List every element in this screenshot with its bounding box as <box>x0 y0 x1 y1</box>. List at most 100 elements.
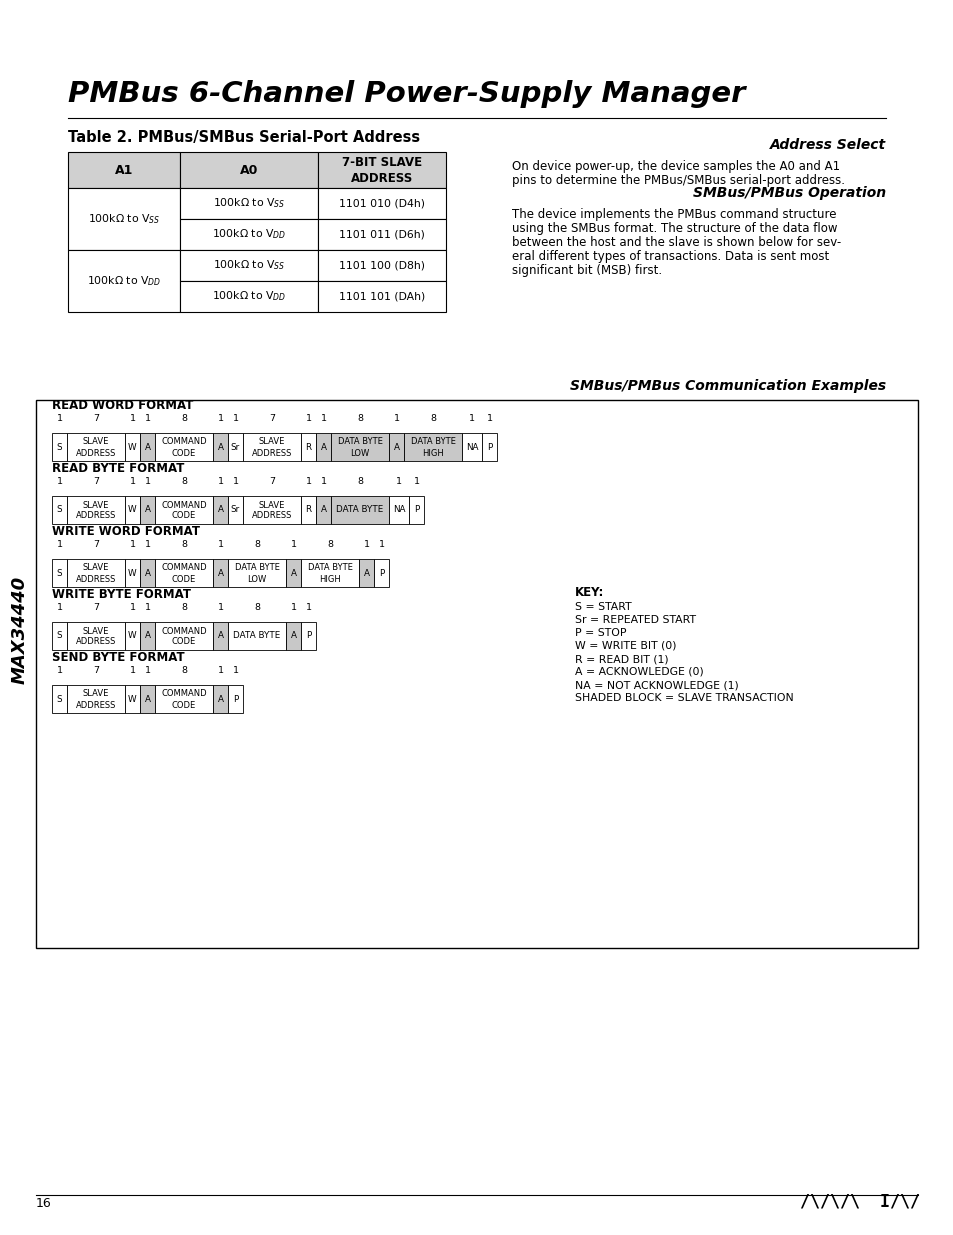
Bar <box>228 622 286 650</box>
Bar <box>389 433 403 461</box>
Text: CODE: CODE <box>172 700 196 709</box>
Bar <box>68 249 180 312</box>
Text: LOW: LOW <box>247 574 266 583</box>
Text: WRITE BYTE FORMAT: WRITE BYTE FORMAT <box>52 588 191 601</box>
Bar <box>481 433 497 461</box>
Text: 100kΩ to V$_{SS}$: 100kΩ to V$_{SS}$ <box>213 258 285 273</box>
Text: W: W <box>128 694 136 704</box>
Bar <box>67 685 125 713</box>
Text: DATA BYTE: DATA BYTE <box>337 437 382 447</box>
Text: 1101 100 (D8h): 1101 100 (D8h) <box>338 261 424 270</box>
Bar <box>67 496 125 524</box>
Bar <box>125 559 140 587</box>
Text: 1: 1 <box>130 540 135 550</box>
Text: A: A <box>144 442 151 452</box>
Text: 1: 1 <box>291 603 296 613</box>
Text: 8: 8 <box>430 414 436 424</box>
Text: 1: 1 <box>233 666 238 676</box>
Text: SLAVE: SLAVE <box>83 437 109 447</box>
Text: A: A <box>217 568 223 578</box>
Text: 8: 8 <box>253 603 260 613</box>
Text: A: A <box>217 442 223 452</box>
Text: 1: 1 <box>378 540 384 550</box>
Text: 1: 1 <box>233 414 238 424</box>
Text: 1: 1 <box>130 666 135 676</box>
Text: A: A <box>144 694 151 704</box>
Text: SLAVE: SLAVE <box>83 500 109 510</box>
Text: SLAVE: SLAVE <box>83 689 109 699</box>
Bar <box>286 559 301 587</box>
Text: 1: 1 <box>393 414 399 424</box>
Bar <box>140 496 154 524</box>
Text: 16: 16 <box>36 1197 51 1210</box>
Text: 1: 1 <box>413 477 419 487</box>
Text: 100kΩ to V$_{DD}$: 100kΩ to V$_{DD}$ <box>212 289 286 304</box>
Text: DATA BYTE: DATA BYTE <box>233 631 280 641</box>
Text: S: S <box>56 631 62 641</box>
Bar <box>140 622 154 650</box>
Text: S = START: S = START <box>575 601 631 613</box>
Text: Sr: Sr <box>231 442 240 452</box>
Bar <box>125 685 140 713</box>
Text: SLAVE: SLAVE <box>258 500 285 510</box>
Bar <box>125 496 140 524</box>
Bar <box>331 433 389 461</box>
Text: significant bit (MSB) first.: significant bit (MSB) first. <box>512 264 661 277</box>
Text: The device implements the PMBus command structure: The device implements the PMBus command … <box>512 207 836 221</box>
Bar <box>213 433 228 461</box>
Text: COMMAND: COMMAND <box>161 563 207 573</box>
Text: 8: 8 <box>356 477 363 487</box>
Text: SMBus/PMBus Operation: SMBus/PMBus Operation <box>692 186 885 200</box>
Bar <box>228 559 286 587</box>
Text: using the SMBus format. The structure of the data flow: using the SMBus format. The structure of… <box>512 222 837 235</box>
Text: 1: 1 <box>233 477 238 487</box>
Text: 8: 8 <box>327 540 333 550</box>
Text: 100kΩ to V$_{SS}$: 100kΩ to V$_{SS}$ <box>88 212 160 226</box>
Text: 8: 8 <box>356 414 363 424</box>
Text: 7: 7 <box>269 414 274 424</box>
Text: P: P <box>414 505 418 515</box>
Text: 8: 8 <box>181 666 187 676</box>
Bar <box>125 622 140 650</box>
Text: 100kΩ to V$_{DD}$: 100kΩ to V$_{DD}$ <box>87 274 161 288</box>
Text: ADDRESS: ADDRESS <box>75 700 116 709</box>
Text: 8: 8 <box>181 540 187 550</box>
Text: NA = NOT ACKNOWLEDGE (1): NA = NOT ACKNOWLEDGE (1) <box>575 680 738 690</box>
Text: A: A <box>320 505 326 515</box>
Text: 1: 1 <box>144 477 151 487</box>
Text: WRITE WORD FORMAT: WRITE WORD FORMAT <box>52 525 200 538</box>
Bar <box>68 188 180 249</box>
Text: Table 2. PMBus/SMBus Serial-Port Address: Table 2. PMBus/SMBus Serial-Port Address <box>68 130 419 144</box>
Text: 1: 1 <box>144 414 151 424</box>
Bar <box>67 559 125 587</box>
Text: 7: 7 <box>92 666 99 676</box>
Text: W: W <box>128 568 136 578</box>
Text: DATA BYTE: DATA BYTE <box>410 437 455 447</box>
Bar <box>52 559 67 587</box>
Text: A = ACKNOWLEDGE (0): A = ACKNOWLEDGE (0) <box>575 667 703 677</box>
Bar <box>52 496 67 524</box>
Bar <box>180 152 317 188</box>
Text: HIGH: HIGH <box>421 448 443 457</box>
Bar <box>180 282 317 312</box>
Text: S: S <box>56 568 62 578</box>
Text: 1: 1 <box>320 414 326 424</box>
Text: ADDRESS: ADDRESS <box>75 574 116 583</box>
Bar <box>154 685 213 713</box>
Text: Address Select: Address Select <box>769 138 885 152</box>
Text: A: A <box>144 505 151 515</box>
Text: MAX34440: MAX34440 <box>11 576 29 684</box>
Text: ADDRESS: ADDRESS <box>75 637 116 646</box>
Text: A: A <box>217 505 223 515</box>
Text: ADDRESS: ADDRESS <box>75 511 116 520</box>
Text: A: A <box>144 631 151 641</box>
Bar <box>317 249 446 282</box>
Text: SLAVE: SLAVE <box>258 437 285 447</box>
Text: HIGH: HIGH <box>319 574 340 583</box>
Bar <box>243 496 301 524</box>
Text: CODE: CODE <box>172 448 196 457</box>
Text: 1: 1 <box>144 603 151 613</box>
Text: P: P <box>233 694 238 704</box>
Text: S: S <box>56 694 62 704</box>
Text: ADDRESS: ADDRESS <box>252 448 292 457</box>
